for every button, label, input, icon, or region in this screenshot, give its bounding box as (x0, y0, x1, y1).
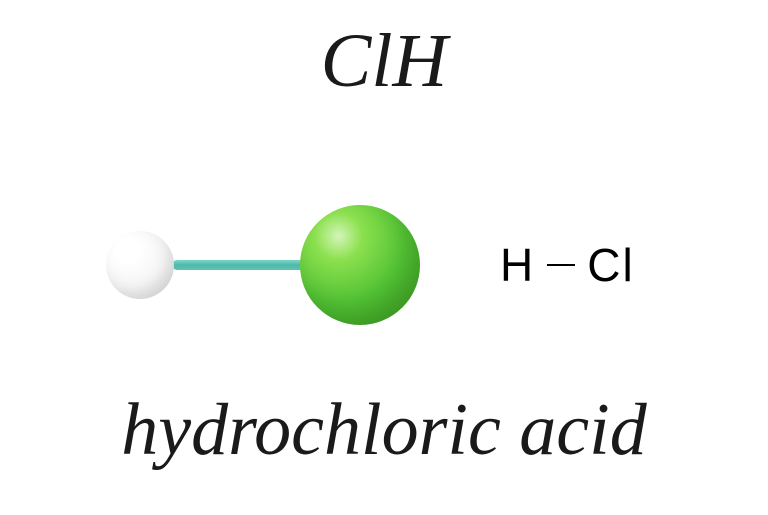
structural-bond-line (547, 264, 575, 266)
atom-chlorine (300, 205, 420, 325)
atom-hydrogen (106, 231, 174, 299)
molecule-3d-model (100, 200, 420, 330)
structural-cl-label: Cl (587, 238, 634, 292)
molecular-formula: ClH (321, 18, 448, 105)
bond-h-cl (172, 260, 312, 270)
structural-formula: H Cl (500, 238, 635, 292)
compound-name: hydrochloric acid (121, 388, 646, 473)
structural-h-label: H (500, 238, 535, 292)
